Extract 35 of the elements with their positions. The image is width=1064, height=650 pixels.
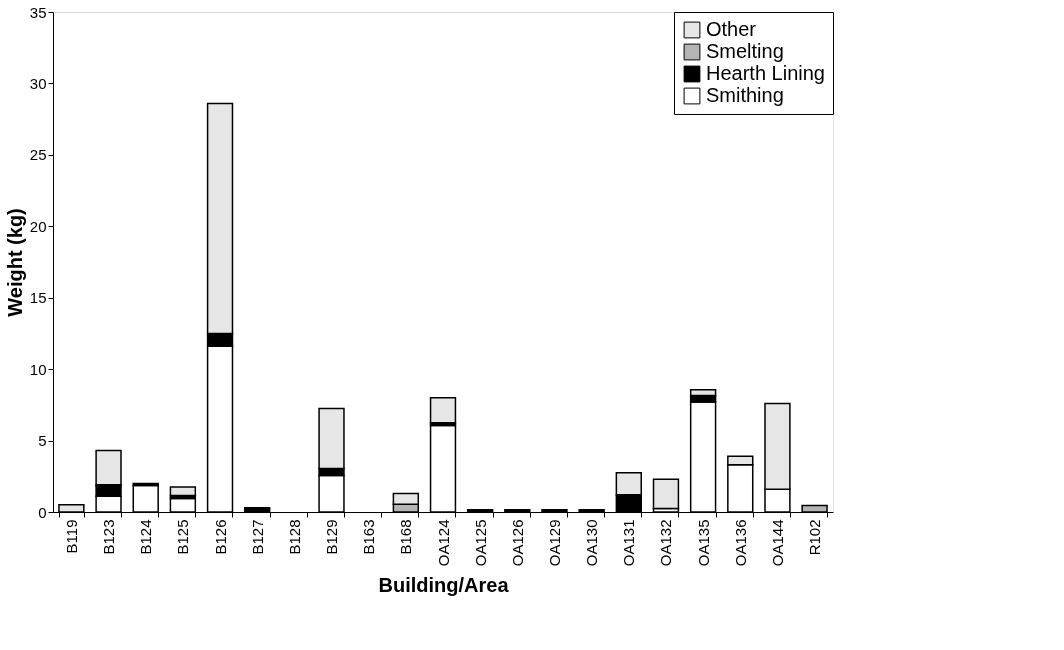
- y-tick-label: 25: [29, 146, 47, 164]
- y-tick-label: 30: [29, 74, 47, 92]
- x-tick-label: B129: [323, 519, 341, 555]
- y-tick-label: 5: [38, 432, 47, 450]
- y-tick-label: 10: [29, 360, 47, 378]
- x-tick-label: OA136: [731, 519, 749, 567]
- y-tick-label: 15: [29, 289, 47, 307]
- y-axis-title: Weight (kg): [3, 208, 26, 317]
- x-tick-label: OA135: [694, 519, 712, 567]
- x-tick-label: OA129: [545, 519, 563, 567]
- x-tick-label: OA130: [583, 519, 601, 567]
- x-tick-label: B119: [62, 519, 80, 554]
- x-axis-title: Building/Area: [378, 574, 510, 597]
- x-tick-label: B123: [100, 519, 118, 555]
- x-tick-label: OA144: [768, 519, 786, 567]
- x-tick-label: OA132: [657, 519, 675, 567]
- legend-label: Other: [706, 18, 757, 40]
- x-tick-label: R102: [806, 519, 824, 556]
- y-tick-label: 0: [38, 503, 47, 521]
- x-tick-label: B163: [360, 519, 378, 555]
- x-tick-label: B124: [137, 519, 155, 555]
- legend-label: Smelting: [706, 40, 784, 62]
- x-tick-label: B125: [174, 519, 192, 555]
- x-tick-label: OA126: [508, 519, 526, 567]
- y-tick-label: 20: [29, 217, 47, 235]
- legend-label: Hearth Lining: [706, 62, 825, 84]
- x-tick-label: B168: [397, 519, 415, 555]
- x-tick-label: B127: [248, 519, 266, 555]
- x-tick-label: OA124: [434, 519, 452, 567]
- x-tick-label: OA125: [471, 519, 489, 567]
- x-tick-label: OA131: [620, 519, 638, 567]
- x-tick-label: B128: [285, 519, 303, 555]
- x-tick-label: B126: [211, 519, 229, 555]
- legend-label: Smithing: [706, 84, 784, 106]
- y-tick-label: 35: [29, 3, 47, 21]
